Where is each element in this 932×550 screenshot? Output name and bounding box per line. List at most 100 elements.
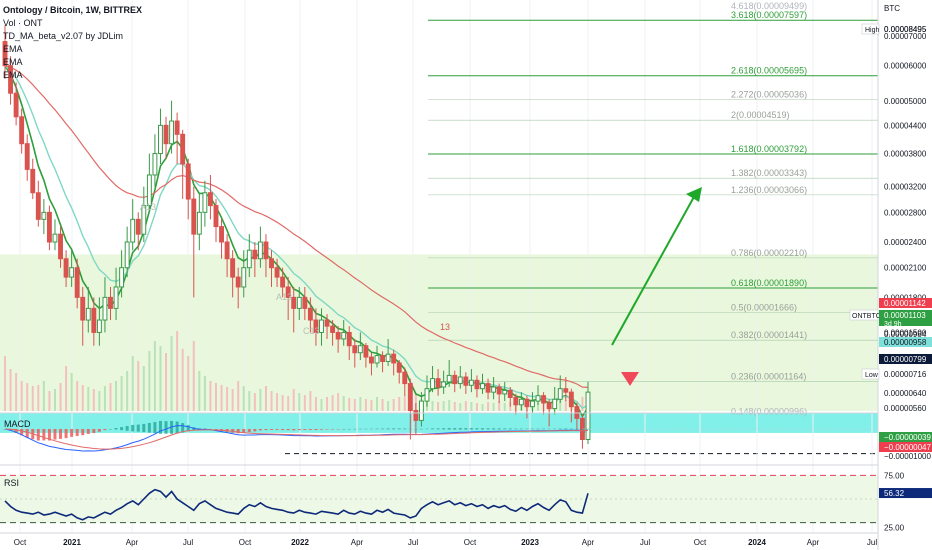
candle-body (113, 286, 119, 309)
candle (557, 375, 563, 403)
macd-histogram-bar (569, 428, 573, 430)
macd-histogram-bar (270, 429, 274, 430)
fib-label-10: 0.5(0.00001666) (731, 302, 797, 312)
macd-histogram-bar (580, 428, 584, 430)
macd-histogram-bar (331, 429, 335, 430)
volume-bar (59, 383, 62, 411)
macd-histogram-bar (547, 428, 551, 430)
candle-body (24, 143, 30, 170)
candle (496, 383, 502, 403)
candle (463, 372, 469, 394)
time-axis-tick: Jul (408, 538, 418, 547)
macd-value-tag-box (879, 442, 932, 452)
candle (30, 158, 36, 200)
macd-histogram-bar (275, 429, 279, 430)
macd-histogram-bar (342, 428, 346, 430)
candle (8, 56, 13, 105)
macd-histogram-bar (369, 428, 373, 430)
volume-bar (159, 346, 162, 411)
volume-bar (442, 401, 445, 411)
candle (158, 108, 163, 164)
macd-histogram-bar (214, 429, 218, 430)
candle (363, 343, 369, 368)
macd-histogram-bar (181, 423, 185, 433)
price-tag-box (879, 354, 932, 364)
candle (257, 226, 263, 268)
candle (135, 212, 141, 251)
candle-body (274, 267, 280, 278)
candle (313, 308, 319, 346)
macd-histogram-bar (386, 428, 390, 430)
candle-body (507, 389, 513, 398)
candle-body (357, 345, 363, 354)
down-arrow-marker (621, 372, 639, 386)
candle (357, 332, 363, 360)
candle (435, 369, 441, 396)
candle-body (568, 391, 574, 408)
macd-histogram-bar (392, 428, 396, 430)
candle-body (41, 211, 47, 220)
candle-body (63, 258, 69, 278)
macd-histogram-bar (519, 428, 523, 430)
price-axis-tick: 0.00001800 (884, 293, 927, 302)
price-tag-value: 0.00001142 (884, 299, 926, 308)
macd-histogram-bar (325, 429, 329, 430)
candle (141, 186, 147, 243)
candle (335, 326, 341, 353)
candle (19, 108, 25, 154)
price-tag-value: 0.00001103 (884, 311, 926, 320)
candle-body (80, 296, 86, 321)
support-zone (0, 413, 878, 433)
up-arrow-head (686, 187, 702, 202)
volume-bar (81, 385, 84, 411)
chart-title: Ontology / Bitcoin, 1W, BITTREX (3, 5, 142, 15)
volume-bar (237, 381, 240, 411)
volume-bar (15, 373, 18, 411)
volume-bar (414, 393, 417, 411)
candle (280, 267, 286, 298)
macd-histogram-bar (186, 425, 190, 432)
macd-histogram-bar (103, 429, 107, 431)
volume-bar (453, 402, 456, 411)
candle-body (346, 331, 352, 347)
candle (24, 134, 30, 181)
volume-bar (92, 389, 95, 411)
volume-bar (226, 387, 229, 411)
annotation-label: A13 (276, 292, 292, 302)
time-axis-tick: Apr (351, 538, 364, 547)
candle-body (352, 345, 358, 354)
candle-body (391, 353, 397, 364)
candle (424, 375, 430, 407)
candle (130, 199, 136, 251)
macd-histogram-bar (542, 428, 546, 430)
candle-body (396, 362, 402, 373)
candle (191, 186, 197, 298)
candle-body (230, 258, 236, 278)
candle (385, 338, 391, 367)
macd-histogram-bar (436, 428, 440, 430)
candle-body (335, 331, 341, 340)
macd-histogram-bar (36, 429, 40, 441)
candle (541, 392, 547, 415)
candle (96, 297, 102, 346)
price-tag: 0.00000799 (879, 354, 932, 364)
candle-body (541, 395, 547, 404)
macd-histogram-bar (281, 429, 285, 431)
candle (108, 286, 113, 321)
time-axis-tick: Jul (867, 538, 877, 547)
price-axis-tick: 0.00000640 (884, 389, 927, 398)
candle-body (496, 386, 502, 395)
price-tag-label-box (861, 368, 880, 380)
macd-histogram-bar (64, 429, 68, 439)
macd-histogram-bar (525, 428, 529, 430)
macd-value-tag-text: −0.00000039 (884, 433, 931, 442)
candle (196, 192, 202, 251)
candle-body (202, 192, 208, 213)
macd-histogram-bar (286, 429, 290, 431)
candle-body (108, 296, 113, 309)
macd-histogram-bar (242, 429, 246, 433)
price-axis-tick: 0.00004400 (884, 121, 927, 130)
candle-body (552, 398, 558, 410)
volume-bar (364, 399, 367, 411)
